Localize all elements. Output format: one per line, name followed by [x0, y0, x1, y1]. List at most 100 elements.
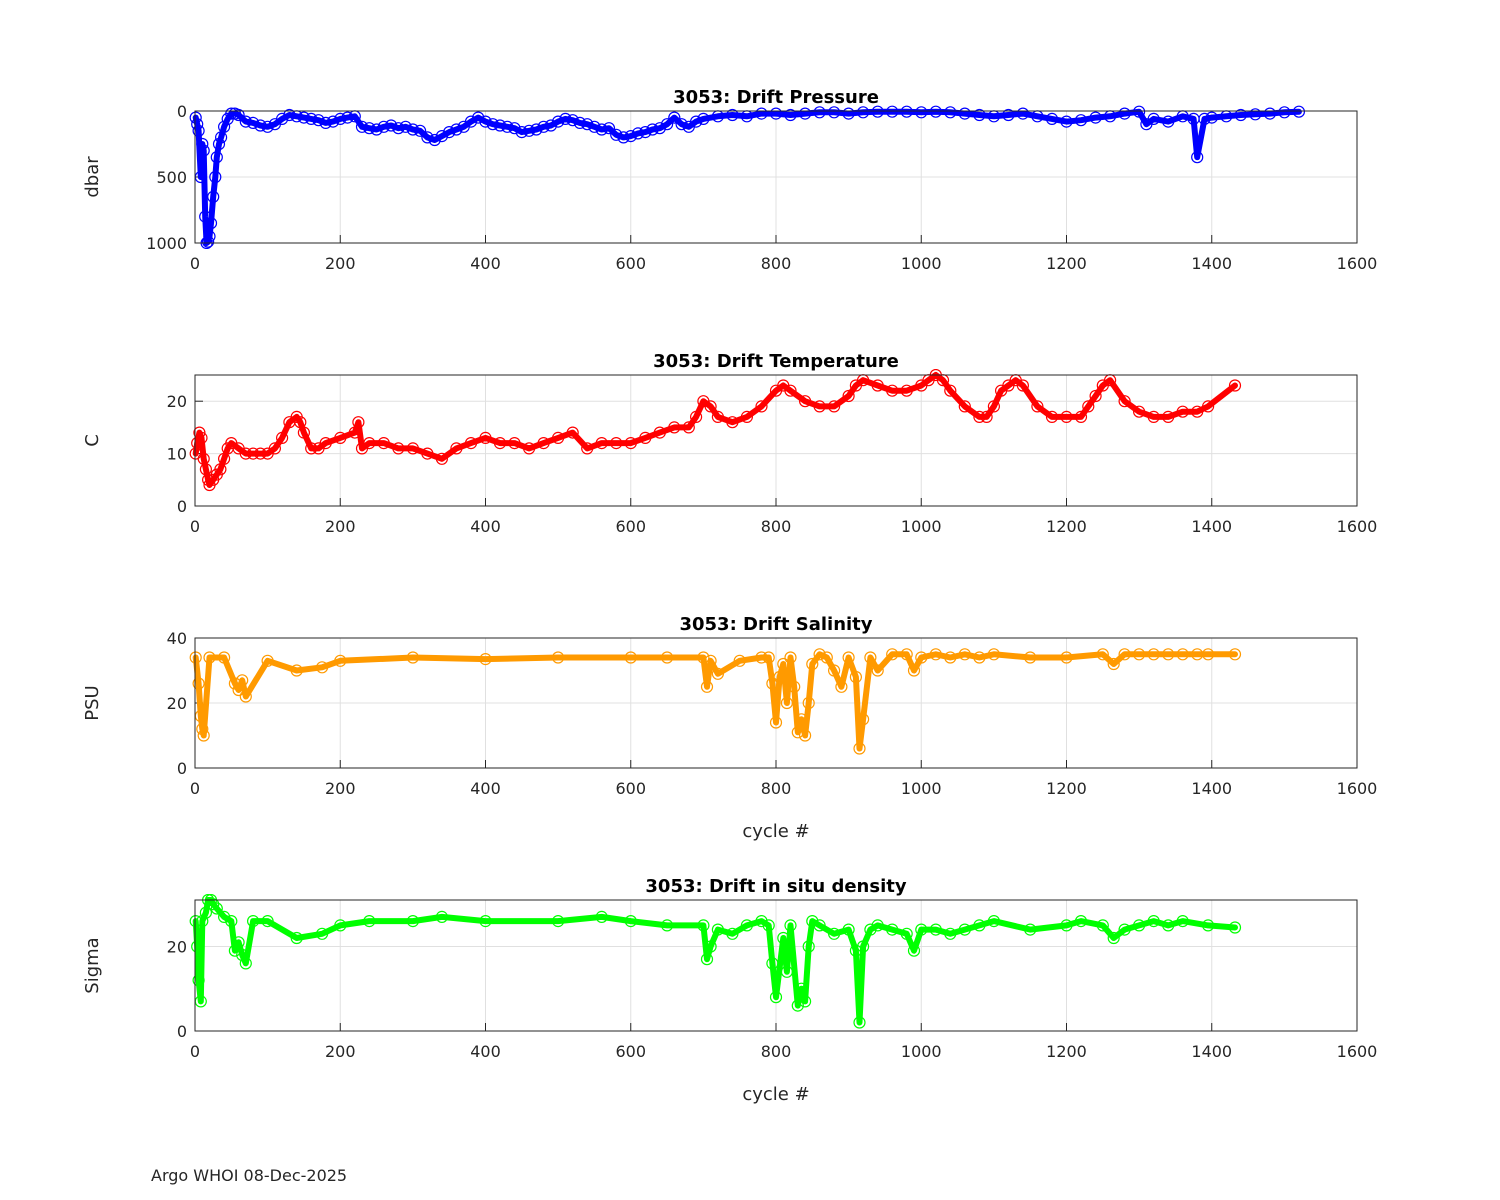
- data-point: [929, 648, 942, 661]
- data-point: [769, 991, 783, 1004]
- data-point: [316, 927, 329, 940]
- data-point: [193, 426, 206, 439]
- data-point: [1118, 107, 1131, 120]
- x-tick-label: 200: [325, 254, 356, 273]
- data-point: [522, 442, 536, 455]
- y-tick-label: 500: [156, 168, 187, 187]
- data-point: [1132, 405, 1146, 418]
- data-point: [835, 680, 848, 693]
- data-point: [341, 111, 354, 124]
- data-point: [218, 120, 231, 133]
- x-tick-label: 400: [470, 254, 501, 273]
- data-point: [1118, 923, 1131, 936]
- data-point: [1118, 648, 1131, 661]
- data-point: [486, 118, 499, 131]
- data-point: [1107, 931, 1120, 945]
- data-point: [363, 437, 376, 450]
- data-point: [1074, 114, 1088, 127]
- data-point: [192, 124, 205, 137]
- data-point: [428, 133, 441, 147]
- data-point: [581, 118, 594, 131]
- data-point: [980, 410, 993, 423]
- axes-box: [194, 637, 1358, 769]
- x-tick-label: 1600: [1337, 779, 1378, 798]
- data-point: [1096, 919, 1109, 932]
- data-point: [196, 137, 209, 151]
- data-point: [631, 127, 645, 140]
- data-point: [929, 105, 942, 118]
- data-point: [508, 437, 521, 450]
- data-point: [247, 447, 260, 460]
- data-point: [551, 651, 565, 664]
- data-point: [1234, 108, 1247, 122]
- data-point: [653, 122, 666, 135]
- data-point: [334, 654, 347, 667]
- data-point: [900, 384, 913, 397]
- data-point: [232, 108, 245, 122]
- data-point: [522, 124, 536, 137]
- x-tick-label: 1200: [1046, 779, 1087, 798]
- x-axis-label: cycle #: [742, 821, 809, 842]
- x-tick-label: 800: [761, 254, 792, 273]
- data-point: [530, 123, 543, 136]
- data-point: [508, 122, 521, 135]
- x-axis-label: cycle #: [742, 1084, 809, 1105]
- data-point: [973, 651, 986, 664]
- data-point: [682, 421, 695, 434]
- data-point: [842, 107, 855, 120]
- data-point: [1132, 919, 1146, 932]
- data-point: [900, 927, 913, 940]
- data-point: [798, 729, 812, 742]
- data-point: [1147, 648, 1160, 661]
- data-point: [784, 651, 797, 664]
- data-point: [915, 923, 928, 936]
- data-point: [907, 944, 921, 957]
- data-point: [1089, 389, 1102, 403]
- data-point: [660, 919, 674, 932]
- data-point: [1089, 111, 1102, 124]
- data-point: [697, 919, 710, 932]
- data-point: [806, 657, 819, 671]
- data-point: [363, 914, 376, 928]
- data-point: [813, 106, 826, 119]
- x-tick-label: 1600: [1337, 517, 1378, 536]
- data-point: [653, 426, 666, 439]
- data-point: [827, 927, 841, 940]
- data-point: [871, 664, 884, 677]
- data-point: [711, 410, 725, 423]
- x-tick-label: 0: [190, 1042, 200, 1061]
- data-point: [958, 400, 971, 413]
- data-point: [283, 108, 296, 122]
- data-point: [214, 463, 227, 476]
- data-point: [1002, 108, 1015, 122]
- data-point: [944, 106, 957, 119]
- data-point: [239, 447, 252, 460]
- data-point: [987, 914, 1001, 928]
- data-point: [704, 654, 717, 667]
- data-point: [1060, 115, 1073, 128]
- data-point: [334, 112, 347, 126]
- data-point: [196, 722, 209, 736]
- y-axis-label: C: [82, 434, 103, 447]
- data-point: [842, 651, 855, 664]
- chart-panel-3: 0 200 400 600 800 1000 1200 1400 1600 0 20 40 3053: …: [82, 614, 1377, 842]
- x-tick-label: 1000: [901, 517, 942, 536]
- x-tick-label: 1400: [1191, 779, 1232, 798]
- data-point: [225, 914, 238, 928]
- data-point: [1060, 410, 1073, 423]
- data-point: [1016, 379, 1030, 392]
- x-tick-label: 1600: [1337, 254, 1378, 273]
- data-point: [595, 123, 608, 136]
- data-point: [236, 948, 249, 962]
- data-point: [1162, 410, 1175, 423]
- data-point: [624, 651, 637, 664]
- data-point: [1074, 914, 1088, 928]
- data-point: [1147, 112, 1160, 126]
- data-point: [399, 120, 412, 133]
- data-point: [435, 910, 448, 924]
- series-2: [189, 369, 1242, 492]
- y-tick-label: 1000: [146, 234, 187, 253]
- x-tick-label: 800: [761, 1042, 792, 1061]
- data-point: [472, 111, 485, 124]
- data-point: [493, 437, 507, 450]
